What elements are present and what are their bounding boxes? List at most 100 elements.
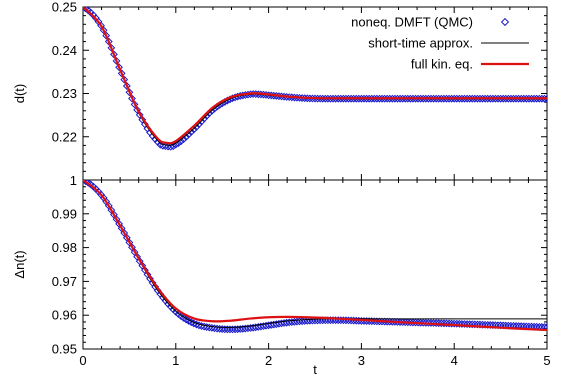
data-point-bottom (481, 320, 490, 329)
y-tick-label-bottom: 0.95 (52, 342, 77, 357)
data-point-top (130, 100, 139, 109)
data-point-top (171, 140, 180, 149)
data-point-bottom (130, 248, 139, 256)
series-line-bottom-1 (83, 180, 547, 328)
data-point-bottom (414, 318, 423, 327)
data-point-bottom (122, 233, 131, 242)
y-tick-label-bottom: 0.99 (52, 206, 77, 221)
data-point-bottom (192, 320, 201, 329)
data-point-bottom (218, 325, 227, 333)
data-point-bottom (455, 319, 464, 328)
plot-frame-top (82, 6, 548, 181)
data-point-bottom (128, 243, 136, 252)
data-point-bottom (110, 210, 118, 219)
data-point-bottom (452, 319, 461, 328)
data-point-top (120, 75, 129, 84)
data-point-bottom (450, 319, 459, 328)
data-point-bottom (220, 325, 229, 334)
data-point-bottom (543, 323, 547, 331)
data-point-bottom (401, 318, 410, 327)
data-point-bottom (125, 238, 134, 247)
legend-label: noneq. DMFT (QMC) (351, 15, 473, 30)
y-tick-label-top: 0.22 (52, 129, 77, 144)
y-tick-label-bottom: 1 (70, 173, 77, 188)
data-point-top (128, 94, 136, 103)
data-point-bottom (442, 319, 451, 328)
x-tick-label-bottom: 2 (265, 353, 272, 368)
plot-frame-bottom (82, 179, 548, 350)
data-point-bottom (460, 320, 469, 328)
data-point-bottom (465, 320, 474, 329)
data-point-top (107, 43, 116, 52)
data-point-bottom (424, 318, 433, 327)
data-point-bottom (437, 319, 446, 328)
series-line-top-1 (83, 7, 547, 146)
data-point-bottom (463, 320, 471, 329)
y-tick-label-bottom: 0.96 (52, 308, 77, 323)
data-point-bottom (470, 320, 479, 329)
series-line-top-2 (83, 7, 547, 145)
data-point-bottom (478, 320, 487, 329)
data-point-bottom (406, 318, 415, 327)
data-point-top (125, 88, 134, 97)
data-point-bottom (117, 224, 126, 233)
data-point-bottom (427, 319, 435, 327)
x-tick-label-bottom: 3 (358, 353, 365, 368)
data-point-bottom (432, 319, 441, 328)
panel-top: 0.22 0.23 0.24 0.25 d(t) noneq. DMFT (QMC) sho… (12, 0, 548, 181)
x-tick-label-bottom: 4 (451, 353, 458, 368)
data-point-top (138, 115, 147, 124)
series-markers-bottom (83, 180, 547, 334)
y-tick-label-top: 0.25 (52, 0, 77, 15)
y-axis-label-bottom: Δn(t) (12, 250, 27, 278)
data-point-top (117, 69, 126, 78)
data-point-top (133, 105, 142, 114)
x-tick-label-bottom: 5 (543, 353, 550, 368)
x-axis-label: t (313, 362, 317, 376)
data-point-bottom (483, 320, 492, 329)
data-point-bottom (112, 215, 121, 224)
data-point-bottom (411, 318, 420, 327)
series-line-bottom-2 (83, 180, 547, 332)
data-point-bottom (434, 319, 443, 328)
y-tick-label-bottom: 0.98 (52, 240, 77, 255)
data-point-top (112, 57, 121, 65)
data-point-bottom (226, 325, 234, 334)
data-point-top (122, 82, 131, 90)
y-axis-label-top: d(t) (12, 84, 27, 104)
legend-label: short-time approx. (368, 36, 473, 51)
x-tick-label-bottom: 0 (79, 353, 86, 368)
legend: noneq. DMFT (QMC) short-time approx. full … (351, 15, 529, 72)
data-point-bottom (445, 319, 453, 328)
data-point-top (99, 26, 108, 35)
data-point-bottom (416, 318, 425, 327)
plot-area-bottom (83, 180, 547, 334)
data-point-bottom (403, 318, 412, 327)
y-tick-label-top: 0.24 (52, 43, 77, 58)
plot-area-top (83, 7, 547, 151)
data-point-bottom (447, 319, 456, 328)
data-point-bottom (409, 318, 417, 327)
data-point-top (115, 63, 123, 72)
x-tick-label-bottom: 1 (172, 353, 179, 368)
data-point-top (102, 31, 111, 40)
data-point-bottom (398, 318, 407, 327)
data-point-bottom (473, 320, 482, 329)
data-point-bottom (120, 229, 129, 237)
data-point-top (97, 21, 105, 30)
panel-bottom: 0.95 0.96 0.97 0.98 0.99 1 0 1 2 3 4 5 Δn(t) t (12, 173, 551, 376)
data-point-bottom (429, 319, 438, 327)
data-point-top (110, 50, 118, 59)
y-tick-label-bottom: 0.97 (52, 274, 77, 289)
data-point-bottom (439, 319, 448, 328)
data-point-bottom (421, 318, 430, 327)
legend-marker (500, 17, 510, 27)
data-point-bottom (476, 320, 484, 329)
data-point-bottom (419, 318, 428, 327)
data-point-top (135, 111, 144, 119)
legend-label: full kin. eq. (411, 57, 473, 72)
data-point-bottom (223, 325, 232, 334)
data-point-top (104, 37, 113, 46)
data-point-bottom (458, 320, 466, 328)
